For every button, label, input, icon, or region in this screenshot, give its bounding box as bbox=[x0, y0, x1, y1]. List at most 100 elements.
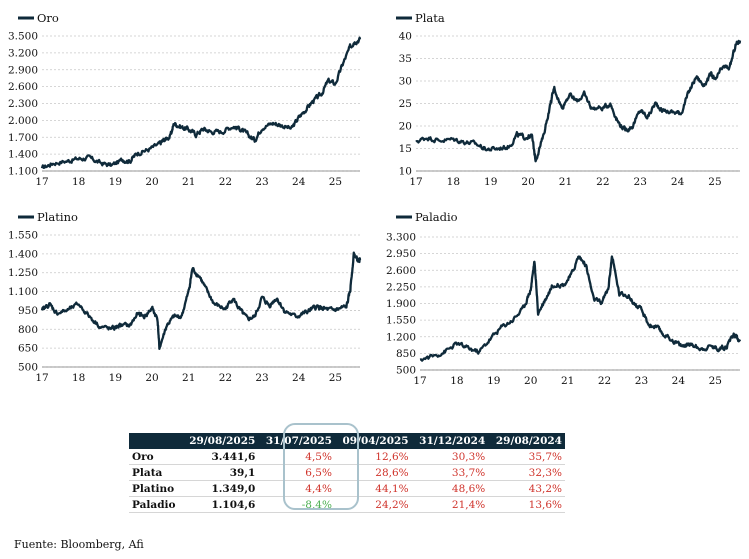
y-tick-label: 1.400 bbox=[8, 149, 38, 161]
y-tick-label: 3.500 bbox=[8, 31, 38, 43]
y-tick-label: 1.250 bbox=[8, 267, 38, 279]
y-tick-label: 15 bbox=[399, 143, 412, 155]
table-row: Oro 3.441,6 4,5% 12,6% 30,3% 35,7% bbox=[129, 449, 565, 465]
header-cell: 29/08/2024 bbox=[488, 433, 565, 449]
x-tick-label: 24 bbox=[672, 375, 686, 387]
y-tick-label: 2.600 bbox=[386, 265, 416, 277]
y-tick-label: 1.550 bbox=[8, 230, 38, 242]
table-row: Paladio 1.104,6 -8,4% 24,2% 21,4% 13,6% bbox=[129, 496, 565, 513]
chart-paladio-svg: Paladio 500 850 1.200 1.550 1.900 2.250 2.600 2.… bbox=[386, 210, 742, 387]
return-cell: 12,6% bbox=[334, 449, 412, 465]
metal-name: Paladio bbox=[129, 496, 182, 513]
x-tick-label: 22 bbox=[219, 372, 232, 384]
y-tick-label: 500 bbox=[18, 362, 38, 374]
y-tick-label: 650 bbox=[18, 343, 38, 355]
y-tick-label: 850 bbox=[396, 348, 416, 360]
y-tick-label: 950 bbox=[18, 305, 38, 317]
source-note: Fuente: Bloomberg, Afi bbox=[14, 538, 144, 551]
x-tick-label: 25 bbox=[709, 375, 722, 387]
return-cell: 4,4% bbox=[258, 480, 335, 497]
return-cell: 13,6% bbox=[488, 496, 565, 513]
x-tick-label: 17 bbox=[409, 176, 422, 186]
y-tick-label: 1.100 bbox=[8, 286, 38, 298]
x-tick-label: 22 bbox=[596, 176, 609, 186]
x-tick-label: 20 bbox=[145, 176, 158, 186]
x-tick-label: 24 bbox=[292, 176, 306, 186]
y-tick-label: 1.700 bbox=[8, 132, 38, 144]
chart-plata-svg: Plata 10 15 20 25 30 35 40 17 18 19 20 21 22 23 24 25 bbox=[396, 11, 742, 186]
price-cell: 3.441,6 bbox=[181, 449, 259, 465]
legend-label: Paladio bbox=[415, 210, 458, 224]
x-tick-label: 23 bbox=[635, 375, 648, 387]
table-header-row: 29/08/2025 31/07/2025 09/04/2025 31/12/2… bbox=[129, 433, 565, 449]
y-tick-label: 500 bbox=[396, 365, 416, 377]
return-cell: 30,3% bbox=[411, 449, 489, 465]
x-tick-label: 24 bbox=[671, 176, 685, 186]
y-tick-label: 1.100 bbox=[8, 166, 38, 178]
y-tick-label: 35 bbox=[399, 53, 412, 65]
x-tick-label: 19 bbox=[487, 375, 500, 387]
price-cell: 1.349,0 bbox=[181, 480, 259, 497]
return-cell: 43,2% bbox=[488, 480, 565, 497]
x-tick-label: 17 bbox=[413, 375, 426, 387]
x-tick-label: 19 bbox=[109, 176, 122, 186]
x-tick-label: 23 bbox=[255, 176, 268, 186]
series-line bbox=[415, 39, 742, 163]
table-row: Plata 39,1 6,5% 28,6% 33,7% 32,3% bbox=[129, 464, 565, 481]
x-tick-label: 18 bbox=[447, 176, 460, 186]
performance-table: 29/08/2025 31/07/2025 09/04/2025 31/12/2… bbox=[129, 433, 565, 513]
return-cell: 28,6% bbox=[334, 464, 412, 481]
return-cell: 32,3% bbox=[488, 464, 565, 481]
x-tick-label: 21 bbox=[561, 375, 574, 387]
x-tick-label: 19 bbox=[109, 372, 122, 384]
header-cell bbox=[129, 433, 182, 449]
y-tick-label: 1.400 bbox=[8, 248, 38, 260]
legend-label: Oro bbox=[37, 11, 59, 25]
y-tick-label: 2.900 bbox=[8, 64, 38, 76]
return-cell: 6,5% bbox=[258, 464, 335, 481]
y-tick-label: 800 bbox=[18, 324, 38, 336]
return-cell: 44,1% bbox=[334, 480, 412, 497]
table-row: Platino 1.349,0 4,4% 44,1% 48,6% 43,2% bbox=[129, 480, 565, 497]
y-tick-label: 1.900 bbox=[386, 298, 416, 310]
return-cell: 33,7% bbox=[411, 464, 489, 481]
x-tick-label: 17 bbox=[35, 372, 48, 384]
y-tick-label: 3.200 bbox=[8, 47, 38, 59]
series-line bbox=[40, 251, 362, 350]
return-cell: 4,5% bbox=[258, 449, 335, 465]
series-line bbox=[419, 255, 742, 362]
y-tick-label: 30 bbox=[399, 76, 412, 88]
header-cell: 29/08/2025 bbox=[181, 433, 259, 449]
legend-label: Platino bbox=[37, 210, 78, 224]
x-tick-label: 22 bbox=[219, 176, 232, 186]
x-tick-label: 20 bbox=[145, 372, 158, 384]
x-tick-label: 25 bbox=[708, 176, 721, 186]
metal-name: Plata bbox=[129, 464, 182, 481]
series-line bbox=[40, 36, 362, 169]
x-tick-label: 17 bbox=[35, 176, 48, 186]
x-tick-label: 21 bbox=[559, 176, 572, 186]
return-cell: 48,6% bbox=[411, 480, 489, 497]
legend-label: Plata bbox=[415, 11, 445, 25]
x-tick-label: 18 bbox=[72, 176, 85, 186]
y-tick-label: 2.300 bbox=[8, 98, 38, 110]
metal-name: Oro bbox=[129, 449, 182, 465]
header-cell: 09/04/2025 bbox=[334, 433, 412, 449]
y-tick-label: 10 bbox=[399, 166, 412, 178]
chart-platino: Platino 500 650 800 950 1.100 1.250 1.400 1.550 1… bbox=[0, 205, 370, 400]
y-tick-label: 1.200 bbox=[386, 331, 416, 343]
y-tick-label: 40 bbox=[399, 31, 412, 43]
metal-name: Platino bbox=[129, 480, 182, 497]
column-highlight-box bbox=[283, 423, 359, 510]
y-tick-label: 2.250 bbox=[386, 281, 416, 293]
y-tick-label: 2.950 bbox=[386, 248, 416, 260]
return-cell: 21,4% bbox=[411, 496, 489, 513]
y-tick-label: 25 bbox=[399, 98, 412, 110]
x-tick-label: 24 bbox=[292, 372, 306, 384]
y-tick-label: 20 bbox=[399, 121, 412, 133]
x-tick-label: 20 bbox=[521, 176, 534, 186]
x-tick-label: 23 bbox=[255, 372, 268, 384]
return-cell: 35,7% bbox=[488, 449, 565, 465]
x-tick-label: 21 bbox=[182, 372, 195, 384]
x-tick-label: 23 bbox=[634, 176, 647, 186]
